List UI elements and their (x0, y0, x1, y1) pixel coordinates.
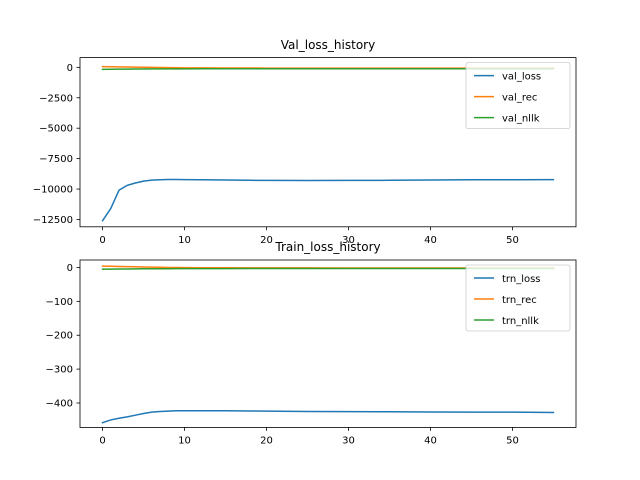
legend-label: trn_nllk (502, 316, 539, 327)
trn-nllk-legend-entry: trn_nllk (474, 316, 539, 327)
val-loss-panel: 0 10 20 30 40 50 0 −2500 −5000 −7500 −10000 −12500 V… (33, 38, 577, 246)
x-tick-label: 30 (342, 435, 355, 446)
x-tick-label: 10 (178, 435, 191, 446)
trn_nllk-line (101, 267, 555, 270)
val-loss-legend-entry: val_loss (474, 72, 541, 83)
legend-label: val_rec (502, 93, 537, 104)
val-series-lines (101, 65, 555, 222)
y-tick-label: −300 (46, 365, 73, 376)
trn-loss-legend-entry: trn_loss (474, 274, 541, 285)
y-tick-label: −200 (46, 331, 73, 342)
y-tick-label: −2500 (39, 93, 73, 104)
legend-label: val_loss (502, 72, 541, 83)
x-tick-label: 40 (424, 435, 437, 446)
train-loss-panel: 0 10 20 30 40 50 0 −100 −200 −300 −400 Train_loss_h… (46, 240, 577, 446)
y-tick-label: −400 (46, 399, 73, 410)
legend-label: val_nllk (502, 114, 540, 125)
x-tick-label: 50 (506, 235, 519, 246)
x-tick-label: 40 (424, 235, 437, 246)
val-nllk-legend-entry: val_nllk (474, 114, 540, 125)
y-tick-label: 0 (67, 63, 73, 74)
legend-box (465, 264, 571, 332)
x-tick-label: 0 (99, 435, 105, 446)
y-tick-label: −7500 (39, 154, 73, 165)
train-axes-frame (79, 259, 577, 428)
y-tick-label: −12500 (33, 215, 73, 226)
x-tick-label: 0 (99, 235, 105, 246)
train-chart-title: Train_loss_history (274, 240, 380, 254)
val_nllk-line (101, 67, 555, 71)
x-tick-label: 50 (506, 435, 519, 446)
val-axes-frame (79, 57, 577, 228)
x-tick-label: 20 (260, 235, 273, 246)
x-tick-label: 10 (178, 235, 191, 246)
legend-box (465, 62, 571, 129)
legend-label: trn_loss (502, 274, 541, 285)
val_loss-line (101, 178, 555, 222)
legend-label: trn_rec (502, 295, 537, 306)
x-tick-label: 30 (342, 235, 355, 246)
train-legend: trn_loss trn_rec trn_nllk (465, 264, 571, 332)
trn-rec-legend-entry: trn_rec (474, 295, 537, 306)
y-tick-label: −100 (46, 297, 73, 308)
y-tick-label: −5000 (39, 124, 73, 135)
x-tick-label: 20 (260, 435, 273, 446)
val-legend: val_loss val_rec val_nllk (465, 62, 571, 129)
train-series-lines (101, 265, 555, 424)
y-tick-label: 0 (67, 263, 73, 274)
val-rec-legend-entry: val_rec (474, 93, 537, 104)
y-tick-label: −10000 (33, 185, 73, 196)
trn_loss-line (101, 410, 555, 424)
val-chart-title: Val_loss_history (281, 38, 375, 52)
